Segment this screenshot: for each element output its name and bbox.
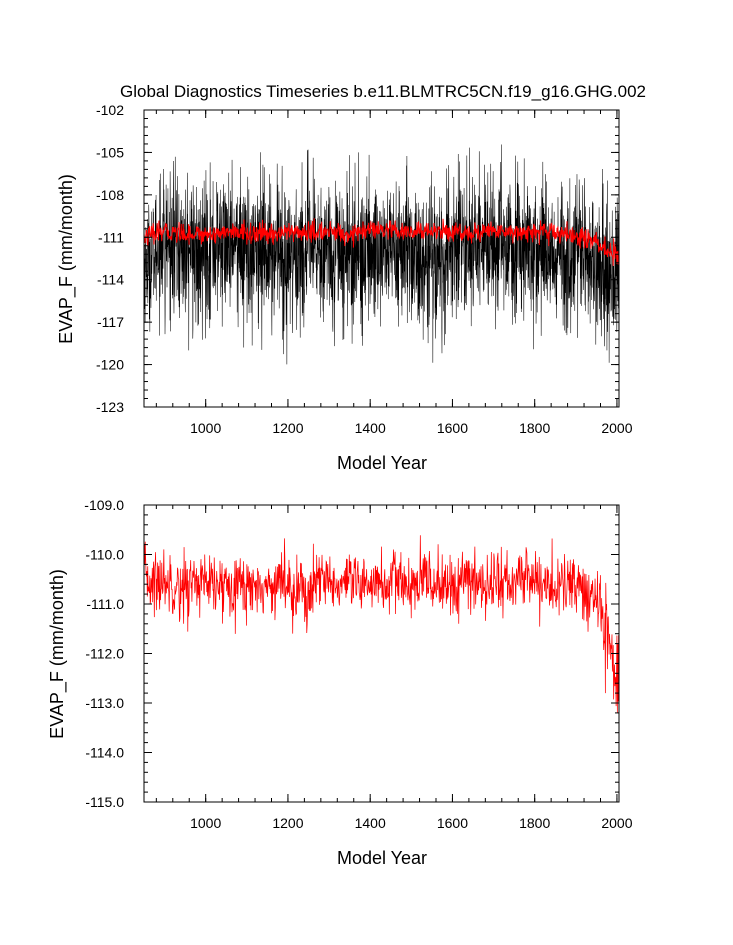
y-tick-label: -114.0 [85,745,124,761]
y-tick-label: -114 [97,272,124,288]
top-panel-axes: 1000 1200 1400 1600 1800 2000 -102 -105 -108 -111… [96,102,633,436]
bottom-panel-series [144,535,619,713]
series-line-0 [144,535,619,713]
x-tick-label: 1800 [519,815,550,831]
series-line-0 [144,144,619,371]
plot-frame [143,109,620,408]
y-tick-label: -111.0 [86,596,124,612]
y-tick-label: -112.0 [85,646,124,662]
x-tick-label: 1400 [355,815,386,831]
top-panel-ylabel: EVAP_F (mm/month) [56,174,77,344]
y-tick-label: -113.0 [85,695,124,711]
y-tick-label: -108 [96,187,124,203]
chart-title: Global Diagnostics Timeseries b.e11.BLMT… [120,82,646,101]
y-tick-label: -109.0 [84,497,124,513]
top-panel-series [144,144,619,371]
x-tick-label: 1400 [355,420,386,436]
x-tick-label: 2000 [601,420,632,436]
x-tick-label: 1000 [190,420,221,436]
x-tick-label: 1600 [437,815,468,831]
y-tick-label: -102 [96,102,124,118]
top-panel: 1000 1200 1400 1600 1800 2000 -102 -105 -108 -111… [56,102,633,473]
y-tick-label: -111 [98,229,124,245]
y-tick-label: -120 [96,357,124,373]
top-panel-xlabel: Model Year [337,453,427,473]
bottom-panel-ylabel: EVAP_F (mm/month) [47,569,68,739]
x-tick-label: 1800 [519,420,550,436]
y-tick-label: -105 [96,144,124,160]
bottom-panel-axes: 1000 1200 1400 1600 1800 2000 -109.0 -110.0 -111… [84,497,632,831]
x-tick-label: 1200 [272,420,303,436]
bottom-panel-xlabel: Model Year [337,848,427,868]
series-line-1 [144,218,619,266]
y-tick-label: -123 [96,399,124,415]
x-tick-label: 1200 [272,815,303,831]
x-tick-label: 2000 [601,815,632,831]
bottom-panel: 1000 1200 1400 1600 1800 2000 -109.0 -110.0 -111… [47,497,633,868]
x-tick-label: 1000 [190,815,221,831]
y-tick-label: -115.0 [85,794,124,810]
x-tick-label: 1600 [437,420,468,436]
y-tick-label: -117 [97,314,124,330]
y-tick-label: -110.0 [85,547,124,563]
